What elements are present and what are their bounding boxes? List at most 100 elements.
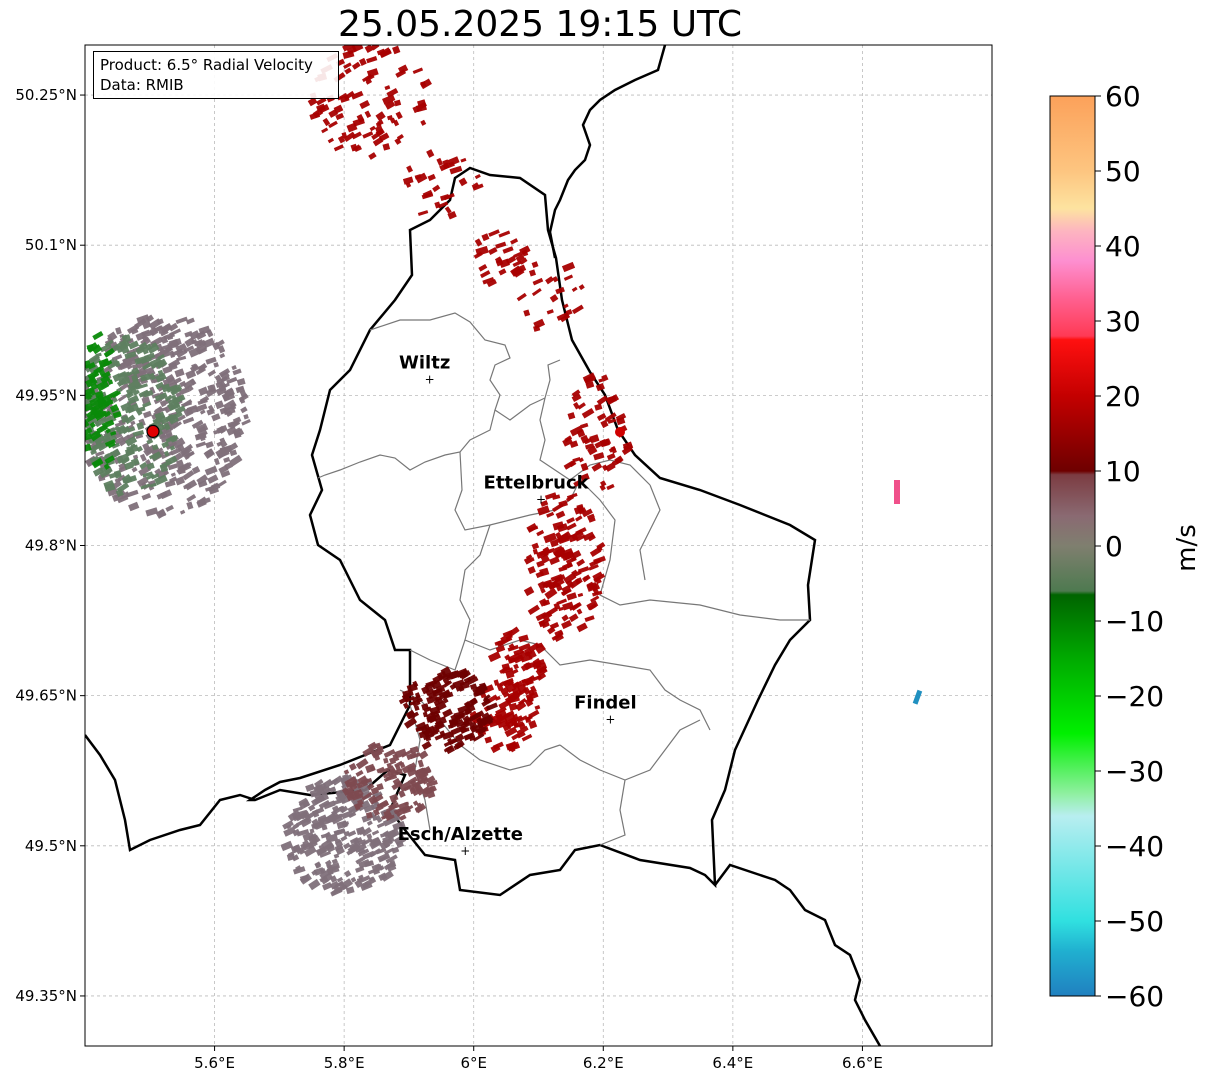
- echo-pixel: [139, 461, 148, 470]
- echo-pixel: [331, 888, 339, 895]
- echo-pixel: [420, 774, 429, 783]
- echo-pixel: [460, 157, 467, 163]
- echo-pixel: [313, 794, 326, 805]
- echo-pixel: [387, 115, 393, 121]
- echo-pixel: [402, 694, 410, 702]
- echo-pixel: [409, 779, 418, 787]
- echo-pixel: [599, 438, 610, 448]
- echo-pixel: [591, 462, 603, 472]
- echo-pixel: [89, 421, 96, 429]
- echo-pixel: [441, 730, 455, 740]
- echo-pixel: [593, 452, 605, 461]
- echo-pixel: [287, 851, 295, 858]
- echo-pixel: [324, 831, 332, 838]
- echo-pixel: [104, 482, 116, 492]
- echo-pixel: [223, 399, 237, 412]
- x-tick-label: 5.8°E: [324, 1054, 365, 1072]
- echo-pixel: [163, 450, 170, 457]
- echo-pixel: [95, 450, 105, 457]
- echo-pixel: [125, 436, 138, 447]
- echo-pixel: [485, 702, 498, 711]
- echo-pixel: [393, 99, 402, 107]
- echo-pixel: [189, 378, 197, 386]
- echo-pixel: [378, 132, 390, 142]
- germany-france-border: [714, 863, 882, 1046]
- city-label: Ettelbruck: [484, 472, 590, 493]
- germany-border-east: [548, 45, 667, 259]
- echo-pixel: [124, 414, 136, 425]
- echo-pixel: [481, 233, 490, 242]
- echo-pixel: [383, 810, 392, 817]
- echo-pixel: [110, 430, 117, 436]
- echo-pixel: [568, 613, 579, 623]
- echo-pixel: [589, 547, 602, 558]
- echo-pixel: [121, 347, 130, 355]
- echo-pixel: [302, 831, 315, 842]
- echo-pixel: [141, 335, 149, 343]
- echo-pixel: [324, 859, 332, 867]
- echo-pixel: [569, 578, 582, 589]
- echo-pixel: [237, 386, 244, 392]
- echo-pixel: [341, 787, 350, 796]
- echo-pixel: [415, 101, 428, 111]
- luxembourg-border: [245, 166, 817, 897]
- echo-pixel: [243, 414, 249, 420]
- echo-pixel: [116, 362, 126, 371]
- echo-pixel: [578, 284, 585, 291]
- echo-pixel: [226, 376, 238, 385]
- echo-pixel: [149, 386, 156, 395]
- echo-pixel: [498, 268, 507, 276]
- echo-pixel: [308, 833, 318, 841]
- echo-pixel: [169, 416, 180, 425]
- echo-pixel: [179, 446, 193, 457]
- echo-pixel: [534, 704, 541, 711]
- echo-pixel: [565, 495, 575, 502]
- echo-pixel: [308, 878, 321, 891]
- echo-pixel: [298, 797, 309, 806]
- echo-pixel: [135, 346, 145, 355]
- echo-pixel: [601, 464, 609, 472]
- echo-pixel: [598, 378, 604, 383]
- echo-pixel: [312, 807, 325, 816]
- echo-pixel: [155, 372, 167, 383]
- echo-pixel: [577, 402, 586, 410]
- echo-pixel: [197, 480, 208, 488]
- echo-pixel: [411, 711, 419, 718]
- echo-pixel: [309, 828, 315, 834]
- echo-pixel: [295, 811, 308, 822]
- y-tick-label: 49.65°N: [15, 687, 77, 705]
- echo-pixel: [183, 407, 194, 417]
- echo-pixel: [174, 368, 185, 378]
- echo-pixel: [521, 733, 533, 742]
- city-label: Findel: [574, 693, 637, 714]
- echo-pixel: [431, 688, 444, 697]
- echo-pixel: [186, 494, 197, 503]
- echo-pixel: [222, 392, 236, 402]
- echo-pixel: [218, 464, 229, 474]
- echo-pixel: [356, 779, 368, 789]
- echo-pixel: [171, 394, 177, 401]
- echo-pixel: [501, 663, 510, 670]
- echo-pixel: [384, 100, 396, 110]
- echo-pixel: [487, 651, 502, 663]
- echo-pixel: [371, 130, 384, 140]
- echo-pixel: [179, 509, 186, 515]
- echo-pixel: [527, 525, 539, 532]
- echo-pixel: [159, 463, 169, 473]
- echo-pixel: [184, 479, 198, 491]
- echo-pixel: [516, 715, 528, 723]
- echo-pixel: [502, 691, 510, 698]
- echo-pixel: [117, 394, 127, 402]
- echo-pixel: [214, 457, 220, 466]
- echo-pixel: [583, 575, 589, 581]
- echo-pixel: [220, 371, 230, 380]
- echo-pixel: [220, 375, 230, 383]
- echo-pixel: [322, 117, 331, 127]
- echo-pixel: [379, 47, 392, 58]
- echo-pixel: [338, 805, 346, 813]
- echo-pixel: [604, 412, 617, 423]
- echo-pixel: [504, 677, 514, 685]
- echo-pixel: [195, 403, 208, 413]
- echo-pixel: [103, 347, 115, 358]
- echo-pixel: [136, 406, 146, 413]
